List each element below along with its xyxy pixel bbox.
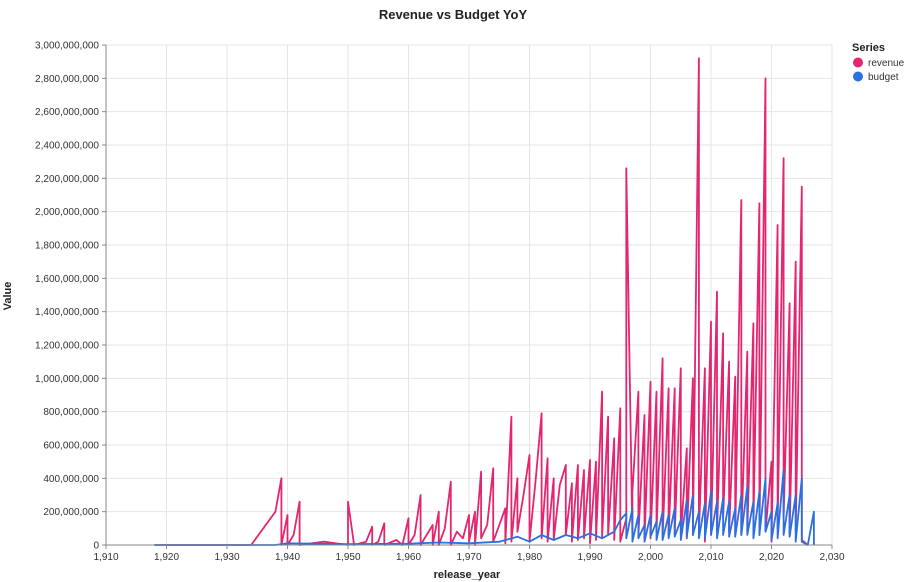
x-axis-title: release_year: [434, 569, 501, 581]
y-tick-label: 600,000,000: [43, 441, 99, 452]
y-tick-label: 2,600,000,000: [35, 107, 99, 118]
series-line-revenue: [154, 57, 809, 546]
y-axis-title: Value: [2, 282, 14, 311]
legend-swatch-budget: [853, 71, 863, 82]
y-tick-label: 0: [93, 541, 99, 552]
x-tick-label: 2,020: [759, 552, 784, 563]
y-tick-label: 800,000,000: [43, 407, 99, 418]
y-tick-label: 2,200,000,000: [35, 174, 99, 185]
legend-title: Series: [852, 42, 885, 54]
legend: Series revenue budget: [852, 42, 905, 83]
series-line-budget: [154, 469, 815, 546]
y-tick-label: 1,800,000,000: [35, 241, 99, 252]
x-tick-label: 2,000: [638, 552, 663, 563]
y-tick-label: 1,600,000,000: [35, 274, 99, 285]
x-tick-label: 2,010: [698, 552, 723, 563]
y-tick-label: 2,000,000,000: [35, 207, 99, 218]
y-tick-label: 1,200,000,000: [35, 341, 99, 352]
x-tick-label: 1,940: [275, 552, 300, 563]
y-tick-label: 2,800,000,000: [35, 74, 99, 85]
x-axis: 1,910 1,920 1,930 1,940 1,950 1,960 1,970 1,980…: [93, 544, 845, 563]
x-tick-label: 1,960: [396, 552, 421, 563]
x-tick-label: 1,950: [335, 552, 360, 563]
series-layer: [154, 57, 815, 546]
x-tick-label: 1,920: [154, 552, 179, 563]
x-tick-label: 1,990: [577, 552, 602, 563]
x-tick-label: 1,930: [214, 552, 239, 563]
y-tick-label: 400,000,000: [43, 474, 99, 485]
y-tick-label: 200,000,000: [43, 507, 99, 518]
x-tick-label: 2,030: [819, 552, 844, 563]
x-tick-label: 1,970: [456, 552, 481, 563]
legend-label-revenue: revenue: [868, 58, 905, 69]
y-tick-label: 1,400,000,000: [35, 307, 99, 318]
legend-swatch-revenue: [853, 57, 863, 68]
x-tick-label: 1,910: [93, 552, 118, 563]
legend-label-budget: budget: [868, 72, 899, 83]
y-tick-label: 3,000,000,000: [35, 41, 99, 52]
x-tick-label: 1,980: [517, 552, 542, 563]
y-tick-label: 1,000,000,000: [35, 374, 99, 385]
y-axis: 0 200,000,000 400,000,000 600,000,000 800,00…: [35, 41, 107, 552]
y-tick-label: 2,400,000,000: [35, 141, 99, 152]
chart-title: Revenue vs Budget YoY: [379, 7, 528, 22]
